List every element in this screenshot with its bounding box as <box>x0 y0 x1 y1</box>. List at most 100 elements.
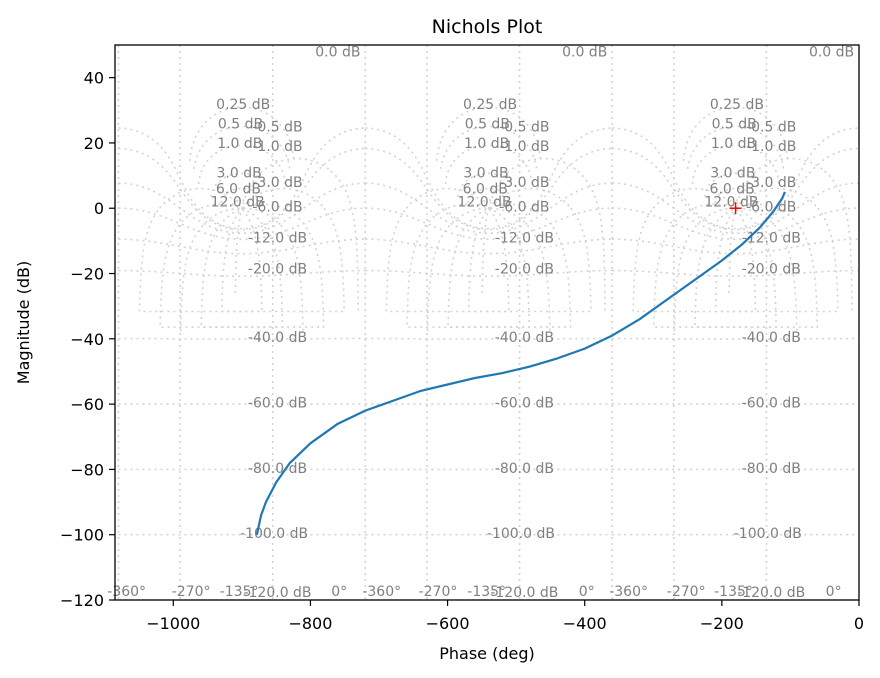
x-tick-label: 0 <box>854 614 864 633</box>
grid-m-contour <box>682 106 789 161</box>
grid-m-contour <box>118 127 366 230</box>
grid-label: -60.0 dB <box>742 395 801 411</box>
grid-m-contour <box>859 271 880 277</box>
grid-label: -120.0 dB <box>243 585 311 601</box>
nichols-grid <box>0 45 880 600</box>
grid-m-contour <box>859 183 880 233</box>
grid-phase-label: -135° <box>220 584 259 600</box>
grid-label: -60.0 dB <box>248 395 307 411</box>
grid-label: -120.0 dB <box>737 585 805 601</box>
grid-m-contour <box>220 187 264 204</box>
grid-label: -40.0 dB <box>742 330 801 346</box>
grid-label: -1.0 dB <box>252 139 302 155</box>
grid-phase-label: -360° <box>362 584 401 600</box>
grid-label: -3.0 dB <box>499 175 549 191</box>
grid-m-contour <box>478 199 500 206</box>
grid-label: -12.0 dB <box>495 231 554 247</box>
y-tick-label: −100 <box>60 526 104 545</box>
grid-m-contour <box>365 127 613 230</box>
x-tick-label: −200 <box>700 614 744 633</box>
grid-m-contour <box>467 187 511 204</box>
grid-label: 1.0 dB <box>217 136 262 152</box>
grid-label: -40.0 dB <box>248 330 307 346</box>
y-axis-label: Magnitude (dB) <box>14 261 33 384</box>
x-tick-label: −800 <box>288 614 332 633</box>
grid-m-contour <box>725 199 746 206</box>
grid-m-contour <box>210 172 274 197</box>
grid-label: -6.0 dB <box>746 200 796 216</box>
grid-label: 6.0 dB <box>216 182 261 198</box>
grid-m-contour <box>612 337 859 340</box>
grid-label: -100.0 dB <box>487 526 555 542</box>
grid-label: 0.25 dB <box>216 97 270 113</box>
grid-m-contour <box>612 182 859 234</box>
grid-n-contour <box>447 203 572 328</box>
grid-m-contour <box>118 207 366 241</box>
grid-label: 0.25 dB <box>463 97 517 113</box>
grid-m-contour <box>612 269 859 277</box>
grid-n-contour <box>406 203 531 328</box>
grid-n-contour <box>632 187 757 313</box>
grid-n-contour <box>652 203 778 328</box>
grid-phase-label: -270° <box>419 584 458 600</box>
grid-label: -100.0 dB <box>240 526 308 542</box>
grid-label: 6.0 dB <box>710 182 755 198</box>
grid-m-contour <box>365 147 613 231</box>
grid-label: 0.0 dB <box>562 45 607 61</box>
grid-phase-label: 0° <box>826 584 842 600</box>
x-axis: −1000 −800 −600 −400 −200 0 <box>146 600 864 633</box>
nichols-grid-labels: 0.0 dB0.25 dB0.5 dB1.0 dB-0.5 dB-1.0 dB3… <box>107 45 854 601</box>
grid-label: -80.0 dB <box>495 461 554 477</box>
x-tick-label: −1000 <box>146 614 200 633</box>
grid-m-contour <box>859 239 880 254</box>
grid-phase-label: -360° <box>107 584 146 600</box>
grid-label: -40.0 dB <box>495 330 554 346</box>
y-tick-label: −80 <box>70 460 104 479</box>
grid-label: -0.5 dB <box>499 120 549 136</box>
x-axis-label: Phase (deg) <box>439 644 535 663</box>
grid-phase-label: 0° <box>579 584 595 600</box>
grid-m-contour <box>118 269 366 277</box>
grid-label: 0.0 dB <box>809 45 854 61</box>
grid-m-contour <box>365 337 613 340</box>
grid-m-contour <box>435 106 542 161</box>
grid-label: -60.0 dB <box>495 395 554 411</box>
grid-m-contour <box>118 238 366 255</box>
grid-m-contour <box>365 269 613 277</box>
grid-label: -6.0 dB <box>252 200 302 216</box>
grid-phase-label: -135° <box>467 584 506 600</box>
y-tick-label: 0 <box>94 199 104 218</box>
series-line <box>255 191 786 535</box>
series-layer <box>255 191 786 535</box>
grid-label: -20.0 dB <box>742 262 801 278</box>
grid-label: 0.5 dB <box>465 116 510 132</box>
grid-n-contour <box>0 204 77 327</box>
grid-label: -3.0 dB <box>252 175 302 191</box>
grid-label: -100.0 dB <box>734 526 802 542</box>
grid-label: 1.0 dB <box>711 136 756 152</box>
grid-label: -1.0 dB <box>746 139 796 155</box>
grid-label: -0.5 dB <box>252 120 302 136</box>
grid-phase-label: 0° <box>331 584 347 600</box>
grid-n-contour <box>577 170 606 313</box>
y-tick-label: −120 <box>60 591 104 610</box>
grid-label: 0.5 dB <box>712 116 757 132</box>
grid-m-contour <box>365 182 613 234</box>
x-tick-label: −600 <box>426 614 470 633</box>
grid-m-contour <box>118 337 366 340</box>
y-tick-label: −20 <box>70 265 104 284</box>
grid-label: -1.0 dB <box>499 139 549 155</box>
grid-m-contour <box>714 187 757 204</box>
grid-label: -120.0 dB <box>490 585 558 601</box>
grid-n-contour <box>824 170 853 313</box>
grid-n-contour <box>159 203 284 328</box>
grid-m-contour <box>859 339 880 340</box>
grid-label: 0.5 dB <box>218 116 263 132</box>
critical-point-marker <box>729 202 742 215</box>
grid-n-contour <box>0 189 15 312</box>
grid-m-contour <box>189 106 295 161</box>
grid-m-contour <box>365 238 613 255</box>
y-tick-label: 40 <box>84 69 104 88</box>
grid-phase-label: -270° <box>667 584 706 600</box>
grid-m-contour <box>859 149 880 230</box>
